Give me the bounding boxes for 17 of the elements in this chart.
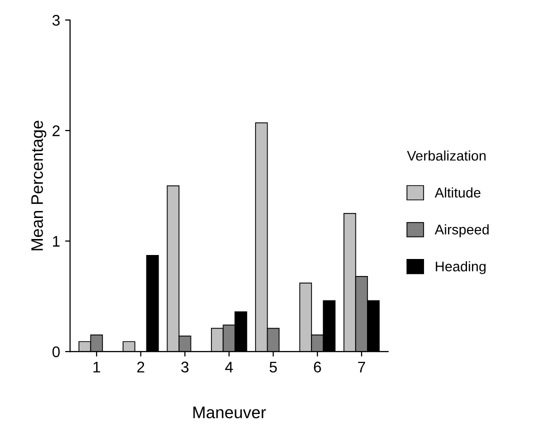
x-tick-label: 7 [358, 362, 366, 372]
y-axis-title: Mean Percentage [31, 120, 46, 250]
legend-label: Airspeed [434, 224, 489, 238]
legend-label: Altitude [434, 187, 480, 198]
y-tick-label: 2 [52, 125, 60, 136]
legend-title: Verbalization [407, 150, 486, 161]
legend-label: Heading [436, 261, 486, 274]
x-tick-label: 3 [181, 362, 188, 372]
x-tick-label: 4 [225, 362, 233, 372]
x-tick-label: 2 [137, 362, 144, 372]
x-tick-label: 1 [93, 362, 100, 372]
y-tick-label: 3 [52, 14, 60, 26]
x-tick-label: 6 [314, 362, 321, 372]
y-tick-label: 0 [52, 346, 60, 358]
y-tick-label: 1 [53, 236, 60, 247]
x-axis-title: Maneuver [193, 406, 266, 418]
x-tick-label: 5 [270, 362, 277, 372]
